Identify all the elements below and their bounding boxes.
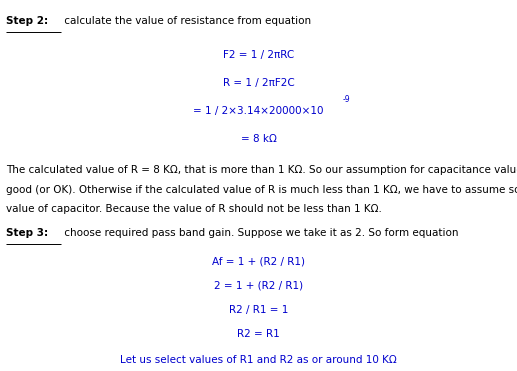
- Text: good (or OK). Otherwise if the calculated value of R is much less than 1 KΩ, we : good (or OK). Otherwise if the calculate…: [6, 185, 517, 195]
- Text: value of capacitor. Because the value of R should not be less than 1 KΩ.: value of capacitor. Because the value of…: [6, 204, 382, 214]
- Text: -9: -9: [343, 95, 351, 104]
- Text: calculate the value of resistance from equation: calculate the value of resistance from e…: [60, 16, 311, 26]
- Text: R = 1 / 2πF2C: R = 1 / 2πF2C: [223, 78, 294, 88]
- Text: Let us select values of R1 and R2 as or around 10 KΩ: Let us select values of R1 and R2 as or …: [120, 355, 397, 365]
- Text: The calculated value of R = 8 KΩ, that is more than 1 KΩ. So our assumption for : The calculated value of R = 8 KΩ, that i…: [6, 165, 517, 175]
- Text: = 1 / 2×3.14×20000×10: = 1 / 2×3.14×20000×10: [193, 106, 324, 116]
- Text: R2 / R1 = 1: R2 / R1 = 1: [229, 305, 288, 315]
- Text: Step 3:: Step 3:: [6, 228, 48, 238]
- Text: F2 = 1 / 2πRC: F2 = 1 / 2πRC: [223, 50, 294, 60]
- Text: choose required pass band gain. Suppose we take it as 2. So form equation: choose required pass band gain. Suppose …: [60, 228, 458, 238]
- Text: 2 = 1 + (R2 / R1): 2 = 1 + (R2 / R1): [214, 281, 303, 291]
- Text: = 8 kΩ: = 8 kΩ: [240, 134, 277, 144]
- Text: Step 2:: Step 2:: [6, 16, 48, 26]
- Text: R2 = R1: R2 = R1: [237, 329, 280, 339]
- Text: Af = 1 + (R2 / R1): Af = 1 + (R2 / R1): [212, 257, 305, 267]
